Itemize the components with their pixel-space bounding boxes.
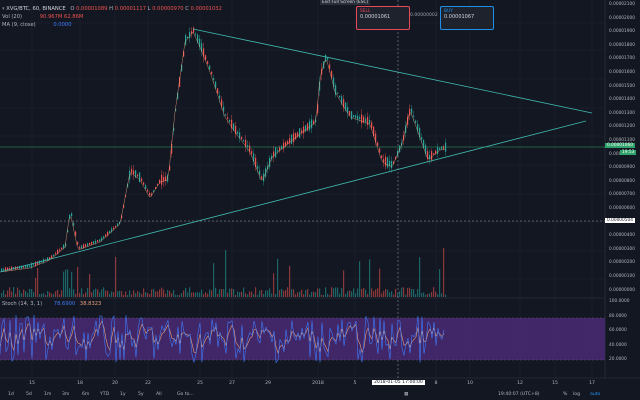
timeframe-5y[interactable]: 5y bbox=[138, 392, 144, 397]
sell-button[interactable]: SELL 0.00001061 bbox=[356, 6, 410, 30]
ma-legend[interactable]: MA (9, close) 0.0000 bbox=[2, 22, 72, 28]
price-axis-label: 0.00000000 bbox=[609, 287, 635, 293]
price-axis-label: 0.00001700 bbox=[609, 56, 635, 62]
timeframe-5d[interactable]: 5d bbox=[26, 392, 32, 397]
lower-trendline bbox=[0, 120, 587, 273]
time-axis-label: 25 bbox=[197, 381, 203, 386]
price-axis-label: 0.00001800 bbox=[609, 42, 635, 48]
crosshair-price-tag: 0.00000504 bbox=[605, 218, 635, 223]
current-price-tag: 0.00001060 bbox=[605, 143, 635, 148]
bottom-time: 19:40:07 (UTC+8) bbox=[498, 392, 540, 397]
buy-button[interactable]: BUY 0.00001067 bbox=[440, 6, 494, 30]
vol-legend[interactable]: Vol (20) 90.967M 62.86M bbox=[2, 14, 84, 20]
time-axis-label: 17 bbox=[589, 381, 595, 386]
stoch-axis-label: 40.0000 bbox=[609, 342, 627, 348]
price-axis-label: 0.00001900 bbox=[609, 29, 635, 35]
stoch-axis-label: 60.0000 bbox=[609, 328, 627, 334]
price-axis-label: 0.00001600 bbox=[609, 70, 635, 75]
timeframe-goto[interactable]: Go to... bbox=[177, 392, 194, 397]
price-axis-label: 0.00000600 bbox=[609, 206, 635, 211]
grid bbox=[0, 0, 605, 378]
price-axis-label: 0.00000900 bbox=[609, 165, 635, 171]
stoch-k-line bbox=[0, 314, 445, 364]
price-axis-label: 0.00002000 bbox=[609, 15, 635, 21]
spread-value: 0.00000002 bbox=[410, 13, 438, 18]
percent-toggle[interactable]: % bbox=[563, 392, 568, 397]
time-axis-label: 20 bbox=[112, 381, 118, 386]
symbol-title: XVG/BTC, 60, BINANCE bbox=[6, 6, 66, 12]
timeframe-1d[interactable]: 1d bbox=[8, 392, 14, 397]
price-axis-label: 0.00002100 bbox=[609, 2, 635, 7]
price-axis-label: 0.00000200 bbox=[609, 260, 635, 266]
time-axis-label: 15 bbox=[552, 381, 558, 386]
time-axis-label: 2018 bbox=[312, 381, 324, 386]
stoch-legend[interactable]: Stoch (14, 3, 1) 78.6900 38.8323 bbox=[2, 301, 102, 307]
exit-fullscreen-button[interactable]: Exit Full Screen (ESC) bbox=[320, 0, 371, 5]
time-axis-label: 8 bbox=[434, 381, 438, 386]
price-axis-label: 0.00000300 bbox=[609, 246, 635, 252]
ma-line bbox=[0, 31, 446, 273]
price-axis-label: 0.00001300 bbox=[609, 110, 635, 116]
stoch-d-line bbox=[0, 320, 445, 354]
price-axis-label: 0.00001100 bbox=[609, 138, 635, 143]
timeframe-1y[interactable]: 1y bbox=[120, 392, 126, 397]
time-axis-label: 22 bbox=[145, 381, 151, 386]
stoch-axis-label: 20.0000 bbox=[609, 357, 627, 363]
ohlc-o: O 0.00001089 bbox=[70, 6, 108, 12]
price-axis-label: 0.00000400 bbox=[609, 233, 635, 239]
price-axis-label: 0.00000700 bbox=[609, 192, 635, 198]
time-axis-label: 27 bbox=[229, 381, 235, 386]
price-axis-label: 0.00001200 bbox=[609, 124, 635, 130]
time-axis-label: 29 bbox=[265, 381, 271, 386]
upper-trendline bbox=[192, 28, 593, 114]
symbol-header[interactable]: ▾ XVG/BTC, 60, BINANCE O 0.00001089 H 0.… bbox=[2, 6, 222, 12]
countdown-tag: 19:53 bbox=[620, 150, 637, 155]
crosshair-time-tag: 2018-01-05 17:00:00 bbox=[372, 380, 425, 385]
ohlc-c: C 0.00001032 bbox=[185, 6, 222, 12]
time-axis-label: 18 bbox=[77, 381, 83, 386]
trendlines bbox=[0, 28, 593, 273]
log-toggle[interactable]: log bbox=[573, 392, 581, 397]
timeframe-ytd[interactable]: YTD bbox=[100, 392, 110, 397]
volume-bars bbox=[1, 247, 447, 297]
ohlc-l: L 0.00000970 bbox=[147, 6, 184, 12]
stoch-band bbox=[0, 318, 605, 360]
calendar-icon[interactable]: ▦ bbox=[404, 392, 409, 397]
timeframe-all[interactable]: All bbox=[156, 392, 162, 397]
timeframe-1m[interactable]: 1m bbox=[44, 392, 52, 397]
time-axis-label: 5 bbox=[353, 381, 357, 386]
time-axis-label: 10 bbox=[467, 381, 473, 386]
timeframe-6m[interactable]: 6m bbox=[82, 392, 90, 397]
price-axis-label: 0.00001500 bbox=[609, 83, 635, 89]
price-axis-label: 0.00000100 bbox=[609, 274, 635, 279]
time-axis-label: 12 bbox=[517, 381, 523, 386]
time-axis-label: 15 bbox=[29, 381, 35, 386]
collapse-icon[interactable]: ▾ bbox=[2, 6, 5, 12]
auto-toggle[interactable]: auto bbox=[590, 392, 601, 397]
stoch-axis-label: 80.0000 bbox=[609, 313, 627, 319]
ohlc-h: H 0.00001117 bbox=[109, 6, 147, 12]
stoch-axis-label: 100.0000 bbox=[609, 299, 630, 304]
timeframe-3m[interactable]: 3m bbox=[62, 392, 70, 397]
price-axis-label: 0.00001400 bbox=[609, 97, 635, 103]
price-axis-label: 0.00000800 bbox=[609, 178, 635, 184]
candlesticks bbox=[1, 26, 447, 273]
